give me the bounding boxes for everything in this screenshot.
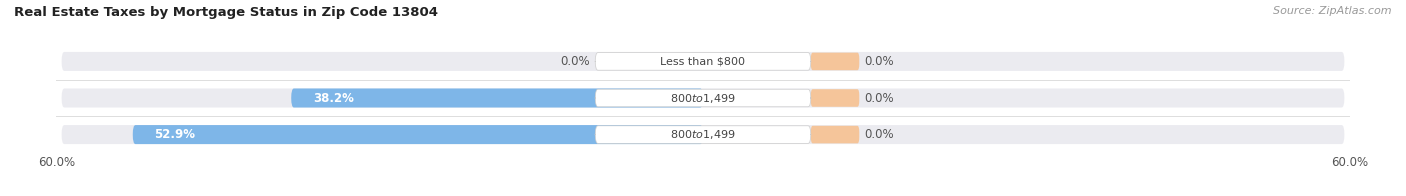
Text: 0.0%: 0.0% xyxy=(865,92,894,104)
FancyBboxPatch shape xyxy=(62,52,1344,71)
FancyBboxPatch shape xyxy=(62,88,1344,108)
Text: 52.9%: 52.9% xyxy=(155,128,195,141)
FancyBboxPatch shape xyxy=(811,53,859,70)
Text: 0.0%: 0.0% xyxy=(865,55,894,68)
FancyBboxPatch shape xyxy=(595,89,811,107)
Text: 0.0%: 0.0% xyxy=(865,128,894,141)
FancyBboxPatch shape xyxy=(132,125,703,144)
FancyBboxPatch shape xyxy=(595,53,811,70)
Text: $800 to $1,499: $800 to $1,499 xyxy=(671,92,735,104)
Text: 38.2%: 38.2% xyxy=(312,92,354,104)
FancyBboxPatch shape xyxy=(811,126,859,143)
Text: 0.0%: 0.0% xyxy=(560,55,591,68)
Text: Source: ZipAtlas.com: Source: ZipAtlas.com xyxy=(1274,6,1392,16)
Text: $800 to $1,499: $800 to $1,499 xyxy=(671,128,735,141)
FancyBboxPatch shape xyxy=(62,125,1344,144)
Text: Real Estate Taxes by Mortgage Status in Zip Code 13804: Real Estate Taxes by Mortgage Status in … xyxy=(14,6,439,19)
Text: Less than $800: Less than $800 xyxy=(661,56,745,66)
FancyBboxPatch shape xyxy=(291,88,703,108)
FancyBboxPatch shape xyxy=(811,89,859,107)
FancyBboxPatch shape xyxy=(595,126,811,143)
